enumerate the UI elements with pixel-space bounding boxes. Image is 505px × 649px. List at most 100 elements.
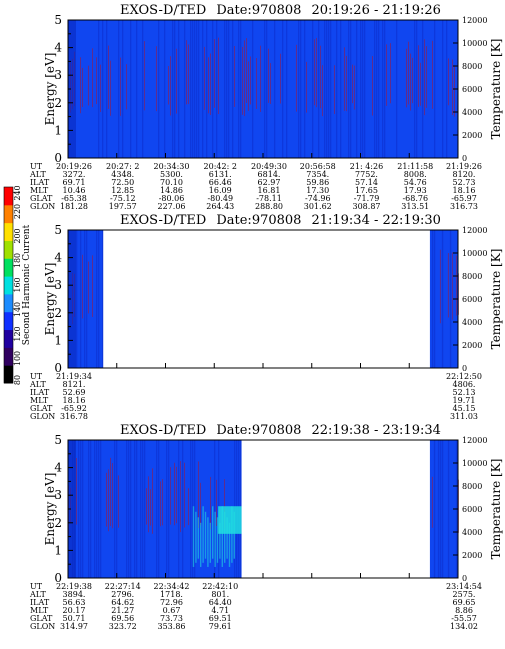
orbit-cell: 22:19:38 xyxy=(56,582,92,591)
orbit-cell: 181.28 xyxy=(60,202,88,211)
streak-dark xyxy=(422,20,424,158)
streak-dark xyxy=(228,20,230,158)
orbit-cell: -65.38 xyxy=(61,194,87,203)
orbit-row-label: UT xyxy=(30,162,43,171)
streak-dark xyxy=(224,20,226,158)
panel-1-date: Date:970808 xyxy=(216,3,302,18)
streak-red xyxy=(248,61,249,111)
streak-dark xyxy=(318,20,320,158)
orbit-cell: 4806. xyxy=(452,380,476,389)
orbit-cell: 18.16 xyxy=(452,186,476,195)
streak-red xyxy=(280,53,281,104)
streak-red xyxy=(186,40,187,105)
orbit-cell: 79.61 xyxy=(208,622,232,631)
y-tick-label: 2 xyxy=(54,96,62,110)
orbit-cell: 22:42:10 xyxy=(202,582,239,591)
streak-red xyxy=(208,57,209,114)
streak-dark xyxy=(196,20,198,158)
streak-dark xyxy=(286,20,288,158)
orbit-row-label: GLON xyxy=(30,412,56,421)
streak-red xyxy=(386,44,387,106)
orbit-cell: 197.57 xyxy=(108,202,137,211)
colorbar-tick-label: 240 xyxy=(13,185,22,200)
streak-dark xyxy=(382,20,384,158)
y-right-tick-label: 12000 xyxy=(462,16,487,25)
streak-red xyxy=(306,61,307,113)
panel-2-date: Date:970808 xyxy=(216,213,302,228)
streak-red xyxy=(250,56,251,105)
streak-dark xyxy=(416,20,418,158)
orbit-cell: 313.51 xyxy=(401,202,430,211)
orbit-cell: 17.93 xyxy=(403,186,427,195)
colorbar-segment xyxy=(4,187,13,206)
streak-dark xyxy=(446,20,448,158)
streak-dark xyxy=(164,20,166,158)
orbit-cell: -71.79 xyxy=(353,194,380,203)
streak-dark xyxy=(158,20,160,158)
streak-red xyxy=(260,45,261,112)
streak-dark xyxy=(142,20,144,158)
y-tick-label: 3 xyxy=(54,68,62,82)
streak-dark xyxy=(238,20,240,158)
streak-red xyxy=(296,44,297,112)
orbit-cell: 73.73 xyxy=(160,614,183,623)
orbit-cell: 69.65 xyxy=(452,598,476,607)
orbit-cell: 59.86 xyxy=(306,178,330,187)
streak-dark xyxy=(98,20,100,158)
orbit-cell: 16.09 xyxy=(208,186,232,195)
streak-red xyxy=(214,39,215,108)
colorbar-label: Second Harmonic Current xyxy=(22,224,32,345)
orbit-cell: 7752. xyxy=(355,170,378,179)
orbit-cell: 4348. xyxy=(111,170,135,179)
orbit-cell: 52.69 xyxy=(62,388,86,397)
streak-red xyxy=(144,41,145,111)
streak-dark xyxy=(282,20,284,158)
streak-red xyxy=(372,55,373,116)
streak-dark xyxy=(364,20,366,158)
orbit-row-label: ALT xyxy=(30,380,46,389)
streak-dark xyxy=(194,20,196,158)
orbit-cell: 62.97 xyxy=(257,178,281,187)
orbit-cell: -55.57 xyxy=(451,614,477,623)
streak-red xyxy=(156,46,157,112)
streak-dark xyxy=(356,20,358,158)
streak-dark xyxy=(202,20,204,158)
colorbar-frame xyxy=(3,186,14,384)
orbit-cell: -65.92 xyxy=(61,404,87,413)
orbit-cell: -68.76 xyxy=(402,194,429,203)
streak-dark xyxy=(378,20,380,158)
streak-dark xyxy=(384,20,386,158)
colorbar-segment xyxy=(4,311,13,331)
orbit-cell: 323.72 xyxy=(108,622,137,631)
streak-red xyxy=(170,56,171,116)
streak-dark xyxy=(328,20,330,158)
orbit-cell: 22:12:50 xyxy=(446,372,482,381)
orbit-cell: 7354. xyxy=(306,170,330,179)
streak-red xyxy=(424,39,425,116)
panel-1-time-range: 20:19:26 - 21:19:26 xyxy=(311,3,441,18)
streak-dark xyxy=(216,20,218,158)
orbit-cell: -80.06 xyxy=(158,194,185,203)
orbit-cell: 52.13 xyxy=(452,388,476,397)
orbit-cell: 21:19:26 xyxy=(446,162,482,171)
orbit-cell: 316.78 xyxy=(60,412,88,421)
y-right-tick-label: 4000 xyxy=(462,108,482,117)
orbit-cell: 134.02 xyxy=(450,622,478,631)
streak-red xyxy=(314,39,315,106)
orbit-cell: 6814. xyxy=(257,170,281,179)
panel-1-title: EXOS-D/TED Date:970808 20:19:26 - 21:19:26 xyxy=(120,3,451,18)
orbit-cell: 353.86 xyxy=(157,622,186,631)
colorbar-segment xyxy=(4,240,13,259)
streak-red xyxy=(432,40,433,109)
streak-red xyxy=(352,64,353,104)
colorbar-segment xyxy=(4,329,13,348)
panel-3-time-range: 22:19:38 - 23:19:34 xyxy=(311,423,441,438)
orbit-row-label: GLON xyxy=(30,622,56,631)
streak-red xyxy=(126,64,127,110)
streak-dark xyxy=(130,20,132,158)
panel-2-title: EXOS-D/TED Date:970808 21:19:34 - 22:19:30 xyxy=(120,213,451,228)
orbit-cell: 316.73 xyxy=(450,202,478,211)
y-tick-label: 1 xyxy=(54,123,62,137)
orbit-cell: 20:49:30 xyxy=(251,162,287,171)
orbit-cell: -75.12 xyxy=(109,194,136,203)
